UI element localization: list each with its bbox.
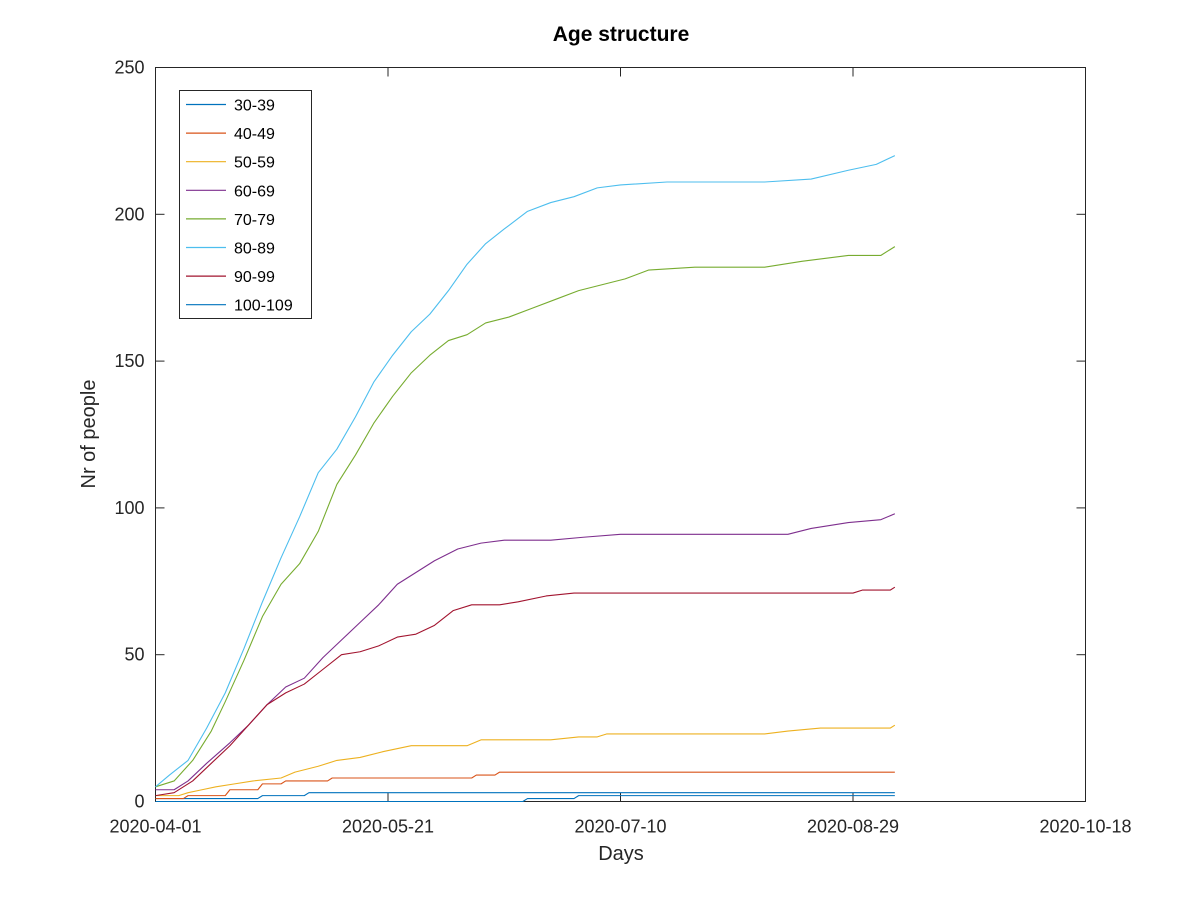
series-line-100-109 bbox=[155, 795, 895, 803]
y-axis-label: Nr of people bbox=[78, 380, 100, 489]
y-tick-label: 200 bbox=[114, 204, 144, 224]
x-tick-label: 2020-07-10 bbox=[574, 817, 666, 837]
series-line-90-99 bbox=[155, 586, 896, 797]
legend-label: 70-79 bbox=[234, 212, 275, 229]
y-tick-label: 150 bbox=[114, 351, 144, 371]
y-tick-label: 0 bbox=[134, 792, 144, 812]
series-line-60-69 bbox=[155, 513, 896, 791]
x-tick-label: 2020-10-18 bbox=[1039, 817, 1131, 837]
x-tick-label: 2020-08-29 bbox=[807, 817, 899, 837]
axis-ticks: 2020-04-01 2020-05-21 2020-07-10 2020-08-29… bbox=[109, 58, 1131, 837]
series-line-30-39 bbox=[155, 792, 895, 800]
y-tick-label: 100 bbox=[114, 498, 144, 518]
legend-label: 30-39 bbox=[234, 98, 275, 115]
legend-label: 40-49 bbox=[234, 126, 275, 143]
legend-box bbox=[179, 90, 312, 319]
legend[interactable]: 30-39 40-49 50-59 60-69 70-79 80-89 90-99 100-1… bbox=[179, 90, 312, 319]
y-tick-label: 50 bbox=[124, 645, 144, 665]
series-layer bbox=[155, 155, 896, 803]
legend-label: 50-59 bbox=[234, 155, 275, 172]
series-line-50-59 bbox=[155, 724, 896, 797]
x-axis-label: Days bbox=[598, 843, 644, 865]
x-tick-label: 2020-04-01 bbox=[109, 817, 201, 837]
legend-label: 100-109 bbox=[234, 298, 293, 315]
chart-title: Age structure bbox=[553, 23, 690, 46]
legend-label: 90-99 bbox=[234, 269, 275, 286]
legend-label: 80-89 bbox=[234, 241, 275, 258]
y-tick-label: 250 bbox=[114, 58, 144, 78]
legend-label: 60-69 bbox=[234, 183, 275, 200]
series-line-80-89 bbox=[155, 155, 896, 788]
x-tick-label: 2020-05-21 bbox=[342, 817, 434, 837]
series-line-40-49 bbox=[155, 771, 895, 800]
series-line-70-79 bbox=[155, 246, 896, 788]
